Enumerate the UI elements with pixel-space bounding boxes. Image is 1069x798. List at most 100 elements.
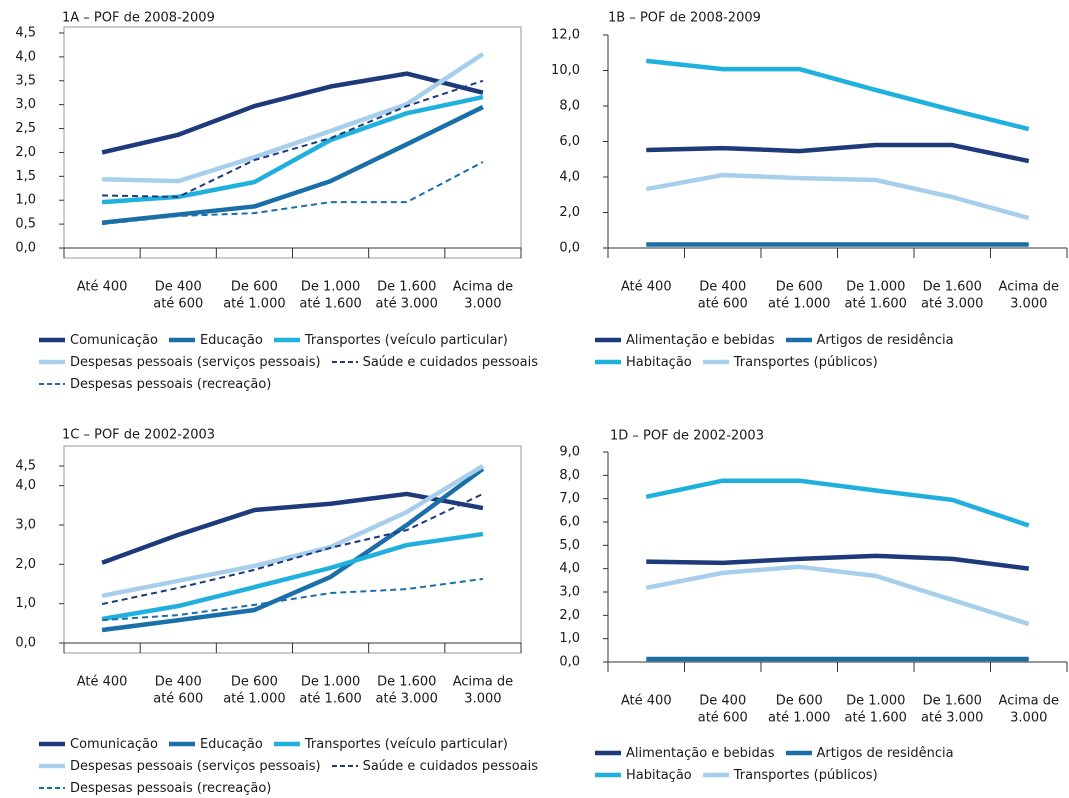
x-tick-label: até 1.600: [299, 692, 361, 707]
y-tick-label: 2,0: [559, 608, 580, 623]
y-tick-label: 12,0: [551, 28, 580, 43]
x-tick-label: até 600: [698, 297, 748, 312]
series-line: [101, 161, 484, 226]
x-tick-label: Até 400: [77, 280, 128, 295]
x-tick-label: De 1.000: [301, 675, 360, 690]
x-tick-label: até 3.000: [376, 692, 438, 707]
x-tick-label: 3.000: [464, 297, 501, 312]
x-tick-label: De 600: [776, 694, 823, 709]
legend-label: Artigos de residência: [816, 745, 954, 761]
y-tick-label: 8,0: [559, 468, 580, 483]
legend-swatch: [595, 772, 621, 778]
x-tick-label: até 1.600: [845, 297, 907, 312]
legend-swatch: [702, 359, 729, 365]
legend-swatch: [273, 741, 300, 747]
x-tick-label: De 1.600: [377, 280, 436, 295]
legend-swatch: [331, 765, 358, 767]
legend-label: Saúde e cuidados pessoais: [362, 758, 538, 774]
x-tick-label: De 600: [776, 280, 823, 295]
legend-swatch: [168, 741, 195, 747]
x-tick-label: De 1.600: [923, 280, 982, 295]
y-tick-label: 0,0: [15, 636, 36, 651]
x-tick-label: De 400: [699, 694, 746, 709]
y-tick-label: 1,5: [15, 169, 36, 184]
x-tick-label: Até 400: [621, 694, 672, 709]
series-line: [102, 577, 484, 622]
legend-item: Despesas pessoais (recreação): [38, 779, 271, 797]
legend-label: Educação: [199, 332, 263, 348]
x-tick-label: De 600: [231, 675, 278, 690]
legend-item: Alimentação e bebidas: [594, 331, 775, 349]
legend-swatch: [702, 772, 729, 778]
legend-label: Despesas pessoais (serviços pessoais): [70, 758, 321, 774]
x-tick-label: até 600: [153, 692, 203, 707]
legend-swatch: [39, 787, 65, 789]
legend: Alimentação e bebidas Artigos de residênc…: [594, 331, 1004, 371]
chart-title: 1A – POF de 2008-2009: [62, 11, 215, 26]
legend-swatch: [785, 337, 812, 343]
series-line: [646, 142, 1030, 164]
series-line: [102, 52, 485, 184]
x-tick-label: até 1.000: [768, 297, 830, 312]
legend-swatch: [39, 763, 65, 769]
legend: Comunicação Educação Transportes (veículo …: [38, 735, 558, 797]
x-tick-label: Até 400: [621, 280, 672, 295]
x-tick-label: 3.000: [1010, 297, 1047, 312]
y-tick-label: 9,0: [559, 445, 580, 460]
legend-label: Transportes (veículo particular): [304, 736, 508, 752]
y-tick-label: 4,0: [15, 49, 36, 64]
x-tick-label: De 400: [699, 280, 746, 295]
y-tick-label: 4,5: [15, 26, 36, 41]
legend-item: Transportes (veículo particular): [273, 331, 508, 349]
legend-swatch: [39, 337, 65, 343]
x-tick-label: De 400: [155, 675, 202, 690]
y-tick-label: 1,0: [15, 596, 36, 611]
x-tick-label: até 1.000: [223, 692, 285, 707]
legend-label: Saúde e cuidados pessoais: [362, 354, 538, 370]
series-line: [101, 466, 485, 633]
legend-label: Habitação: [626, 767, 692, 783]
legend-swatch: [595, 359, 621, 365]
y-tick-label: 6,0: [559, 515, 580, 530]
legend-swatch: [39, 383, 65, 385]
y-tick-label: 2,0: [15, 145, 36, 160]
y-tick-label: 3,5: [15, 73, 36, 88]
x-tick-label: De 1.600: [377, 675, 436, 690]
series-line: [646, 553, 1030, 571]
x-tick-label: até 1.000: [223, 297, 285, 312]
series-line: [101, 491, 484, 565]
legend-item: Educação: [168, 331, 263, 349]
x-tick-label: até 3.000: [921, 711, 983, 726]
series-line: [645, 564, 1030, 627]
x-tick-label: até 600: [698, 711, 748, 726]
legend-item: Saúde e cuidados pessoais: [331, 757, 538, 775]
legend-label: Educação: [199, 736, 263, 752]
y-tick-label: 0,0: [559, 655, 580, 670]
legend-label: Artigos de residência: [816, 332, 954, 348]
chart-title: 1D – POF de 2002-2003: [610, 429, 764, 444]
legend-label: Transportes (públicos): [733, 767, 878, 783]
legend-item: Habitação: [594, 353, 692, 371]
y-tick-label: 0,0: [15, 241, 36, 256]
legend-label: Despesas pessoais (recreação): [70, 376, 272, 392]
y-tick-label: 4,5: [15, 459, 36, 474]
legend-label: Transportes (veículo particular): [304, 332, 508, 348]
y-tick-label: 2,5: [15, 121, 36, 136]
x-tick-label: até 1.600: [299, 297, 361, 312]
y-tick-label: 1,0: [15, 193, 36, 208]
series-line: [101, 493, 484, 606]
x-tick-label: De 600: [231, 280, 278, 295]
x-tick-label: 3.000: [1010, 711, 1047, 726]
legend-swatch: [595, 750, 621, 756]
y-tick-label: 4,0: [559, 561, 580, 576]
legend: Comunicação Educação Transportes (veículo …: [38, 331, 558, 393]
legend-label: Despesas pessoais (recreação): [70, 780, 272, 796]
legend-swatch: [595, 337, 621, 343]
x-tick-label: De 1.000: [846, 694, 905, 709]
legend-label: Comunicação: [70, 332, 158, 348]
legend-item: Despesas pessoais (serviços pessoais): [38, 757, 321, 775]
series-line: [101, 531, 484, 622]
legend-item: Artigos de residência: [785, 744, 954, 762]
